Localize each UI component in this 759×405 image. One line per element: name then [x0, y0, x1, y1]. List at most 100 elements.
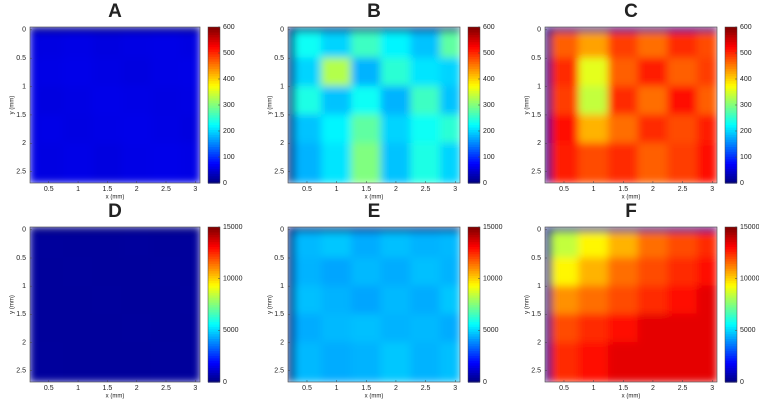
- cell: [121, 257, 152, 287]
- y-tick-label: 1: [22, 283, 26, 290]
- colorbar-swatch: [725, 304, 737, 308]
- cell: [36, 27, 64, 34]
- colorbar-swatch: [468, 158, 480, 162]
- cell: [578, 313, 609, 344]
- colorbar-swatch: [468, 170, 480, 174]
- cell: [30, 142, 38, 183]
- colorbar-swatch: [725, 236, 737, 240]
- cell: [607, 32, 639, 59]
- colorbar-swatch: [208, 51, 220, 55]
- colorbar-swatch: [208, 144, 220, 148]
- colorbar-swatch: [725, 112, 737, 116]
- colorbar-swatch: [208, 151, 220, 155]
- cell: [578, 57, 609, 88]
- colorbar-swatch: [208, 251, 220, 255]
- cell: [637, 27, 669, 34]
- cell: [180, 114, 200, 144]
- colorbar-swatch: [208, 46, 220, 50]
- colorbar-swatch: [725, 151, 737, 155]
- panel-title: B: [367, 1, 381, 22]
- colorbar-swatch: [468, 122, 480, 126]
- colorbar-swatch: [725, 260, 737, 264]
- colorbar-swatch: [208, 39, 220, 43]
- colorbar-swatch: [468, 95, 480, 99]
- colorbar-swatch: [468, 124, 480, 128]
- colorbar-swatch: [208, 340, 220, 344]
- colorbar-swatch: [468, 61, 480, 65]
- colorbar-swatch: [468, 131, 480, 135]
- colorbar-swatch: [468, 379, 480, 383]
- cell: [696, 32, 717, 59]
- cell: [121, 232, 152, 259]
- colorbar-swatch: [208, 333, 220, 337]
- colorbar-swatch: [468, 141, 480, 145]
- y-tick-label: 1: [280, 83, 284, 90]
- cell: [578, 285, 609, 315]
- cell: [551, 232, 580, 259]
- colorbar-tick-label: 10000: [483, 276, 503, 283]
- colorbar-swatch: [208, 231, 220, 235]
- colorbar-swatch: [468, 112, 480, 116]
- colorbar-swatch: [468, 100, 480, 104]
- colorbar-swatch: [468, 168, 480, 172]
- colorbar-swatch: [725, 340, 737, 344]
- colorbar-swatch: [208, 323, 220, 327]
- colorbar-swatch: [208, 268, 220, 272]
- cells: [288, 227, 460, 382]
- x-tick-label: 2: [394, 385, 398, 392]
- colorbar-swatch: [208, 309, 220, 313]
- cell: [551, 342, 580, 382]
- x-tick-label: 1: [76, 385, 80, 392]
- cell: [150, 32, 182, 59]
- colorbar-swatch: [725, 231, 737, 235]
- colorbar-tick-label: 10000: [740, 276, 759, 283]
- cell: [30, 313, 38, 344]
- colorbar-swatch: [725, 41, 737, 45]
- colorbar-swatch: [208, 85, 220, 89]
- colorbar-swatch: [468, 251, 480, 255]
- cell: [439, 227, 460, 234]
- cell: [667, 27, 698, 34]
- colorbar-swatch: [468, 234, 480, 238]
- colorbar-swatch: [208, 326, 220, 330]
- cell: [667, 114, 698, 144]
- colorbar-tick-label: 5000: [483, 327, 499, 334]
- cell: [578, 342, 609, 382]
- x-tick-label: 0.5: [559, 186, 569, 193]
- cell: [696, 342, 717, 382]
- colorbar-swatch: [725, 280, 737, 284]
- x-axis-label: x (mm): [622, 394, 641, 400]
- colorbar-swatch: [468, 275, 480, 279]
- colorbar-swatch: [725, 287, 737, 291]
- colorbar-tick-label: 0: [223, 180, 227, 187]
- y-tick-label: 0.5: [16, 55, 26, 62]
- colorbar-swatch: [725, 258, 737, 262]
- colorbar-swatch: [208, 243, 220, 247]
- cell: [607, 285, 639, 315]
- cell: [350, 313, 382, 344]
- colorbar-swatch: [468, 163, 480, 167]
- colorbar-swatch: [468, 314, 480, 318]
- colorbar-tick-label: 0: [740, 180, 744, 187]
- cell: [36, 32, 64, 59]
- cell: [350, 285, 382, 315]
- colorbar-swatch: [468, 323, 480, 327]
- cell: [121, 342, 152, 382]
- cell: [121, 86, 152, 116]
- cell: [150, 313, 182, 344]
- y-tick-label: 0: [537, 227, 541, 234]
- colorbar-swatch: [208, 367, 220, 371]
- cell: [551, 142, 580, 183]
- y-tick-label: 0: [280, 27, 284, 34]
- colorbar-swatch: [468, 117, 480, 121]
- colorbar-swatch: [468, 78, 480, 82]
- cell: [410, 232, 441, 259]
- cell: [637, 142, 669, 183]
- cell: [180, 257, 200, 287]
- colorbar-swatch: [468, 173, 480, 177]
- colorbar-frame: [467, 226, 481, 383]
- colorbar-swatch: [725, 134, 737, 138]
- cell: [62, 342, 94, 382]
- cell: [30, 27, 38, 34]
- cell: [36, 342, 64, 382]
